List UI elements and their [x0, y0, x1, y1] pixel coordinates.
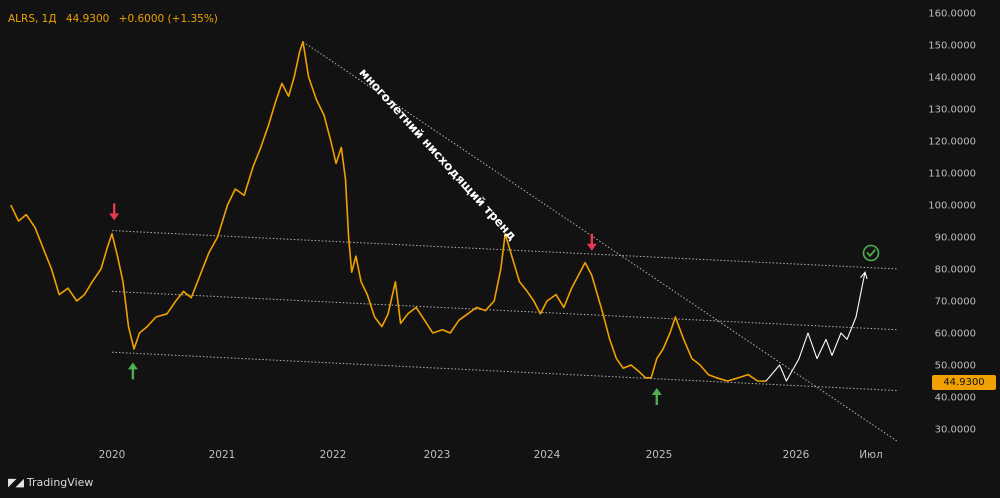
last-price-label: 44.9300 — [932, 375, 996, 390]
downtrend-line[interactable] — [302, 41, 899, 443]
trend-annotation: многолетний нисходящий тренд — [356, 65, 519, 243]
y-tick-label: 50.0000 — [935, 361, 976, 372]
trend-lines — [111, 41, 899, 443]
tradingview-branding[interactable]: ◤◢ TradingView — [8, 476, 93, 489]
y-tick-label: 30.0000 — [935, 425, 976, 436]
y-tick-label: 160.0000 — [928, 9, 976, 20]
down-arrow-icon — [109, 203, 120, 221]
y-tick-label: 90.0000 — [935, 233, 976, 244]
x-tick-label: 2026 — [783, 449, 810, 461]
channel-upper-line[interactable] — [111, 230, 899, 270]
ticker-symbol[interactable]: ALRS, 1Д — [8, 13, 57, 25]
check-circle-icon — [862, 244, 880, 262]
x-tick-label: Июл — [859, 449, 882, 461]
chart-annotations: многолетний нисходящий тренд — [356, 65, 519, 243]
x-axis: 2020 2021 2022 2023 2024 2025 2026 Июл — [99, 449, 883, 461]
y-axis: 160.0000 150.0000 140.0000 130.0000 120.0000… — [928, 9, 976, 436]
brand-name: TradingView — [26, 476, 94, 489]
x-tick-label: 2022 — [320, 449, 347, 461]
y-tick-label: 150.0000 — [928, 41, 976, 52]
ticker-price: 44.9300 — [65, 13, 110, 25]
x-tick-label: 2021 — [209, 449, 236, 461]
tradingview-logo-icon: ◤◢ — [8, 476, 24, 489]
x-tick-label: 2020 — [99, 449, 126, 461]
y-tick-label: 130.0000 — [928, 105, 976, 116]
ticker-change: +0.6000 (+1.35%) — [118, 13, 218, 25]
signal-markers — [109, 203, 880, 405]
x-tick-label: 2025 — [646, 449, 673, 461]
y-tick-label: 80.0000 — [935, 265, 976, 276]
y-tick-label: 120.0000 — [928, 137, 976, 148]
projection-arrowhead — [860, 271, 868, 280]
channel-middle-line[interactable] — [111, 290, 899, 331]
y-tick-label: 60.0000 — [935, 329, 976, 340]
price-line — [10, 40, 766, 382]
ticker-header: ALRS, 1Д 44.9300 +0.6000 (+1.35%) — [8, 13, 224, 25]
down-arrow-icon — [586, 233, 597, 251]
y-tick-label: 70.0000 — [935, 297, 976, 308]
y-tick-label: 140.0000 — [928, 73, 976, 84]
x-tick-label: 2023 — [424, 449, 451, 461]
projection-line — [765, 272, 866, 382]
y-tick-label: 40.0000 — [935, 393, 976, 404]
price-series — [10, 40, 868, 382]
y-tick-label: 100.0000 — [928, 201, 976, 212]
channel-lower-line[interactable] — [111, 351, 899, 392]
up-arrow-icon — [127, 362, 138, 380]
up-arrow-icon — [651, 388, 662, 405]
y-tick-label: 110.0000 — [928, 169, 976, 180]
x-tick-label: 2024 — [534, 449, 561, 461]
